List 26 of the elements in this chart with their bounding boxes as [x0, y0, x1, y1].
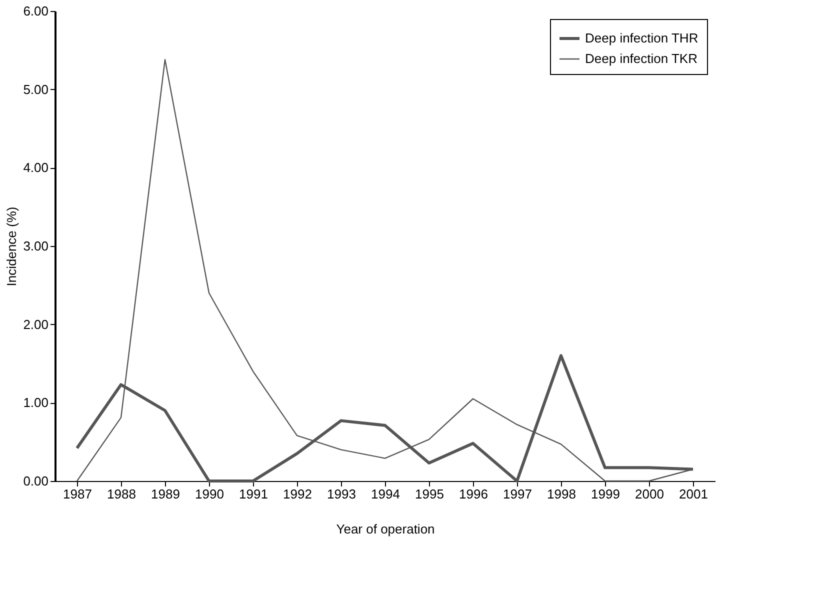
x-axis-title: Year of operation: [336, 522, 435, 536]
x-tick-label: 1996: [459, 486, 488, 502]
x-tick-label: 1994: [371, 486, 400, 502]
x-tick-label: 1988: [107, 486, 136, 502]
x-tick-label: 1989: [151, 486, 180, 502]
x-tick-label: 1998: [547, 486, 576, 502]
x-tick-label: 1987: [63, 486, 92, 502]
y-tick-label: 3.00: [23, 238, 48, 254]
y-tick-label: 4.00: [23, 160, 48, 176]
y-tick-label: 6.00: [23, 4, 48, 18]
x-tick-label: 1993: [327, 486, 356, 502]
y-tick-label: 0.00: [23, 474, 48, 488]
legend-label: Deep infection TKR: [585, 51, 698, 66]
x-tick-label: 1995: [415, 486, 444, 502]
y-tick-label: 1.00: [23, 395, 48, 410]
y-tick-label: 2.00: [23, 316, 48, 332]
x-tick-label: 2000: [635, 486, 664, 502]
x-tick-label: 1990: [195, 486, 224, 502]
x-tick-label: 1991: [239, 486, 268, 502]
x-tick-label: 2001: [679, 486, 708, 502]
x-tick-label: 1997: [503, 486, 532, 502]
y-tick-label: 5.00: [23, 82, 48, 97]
legend-label: Deep infection THR: [585, 30, 698, 46]
x-tick-label: 1999: [591, 486, 620, 502]
y-axis-title: Incidence (%): [4, 206, 20, 286]
x-tick-label: 1992: [283, 486, 312, 502]
